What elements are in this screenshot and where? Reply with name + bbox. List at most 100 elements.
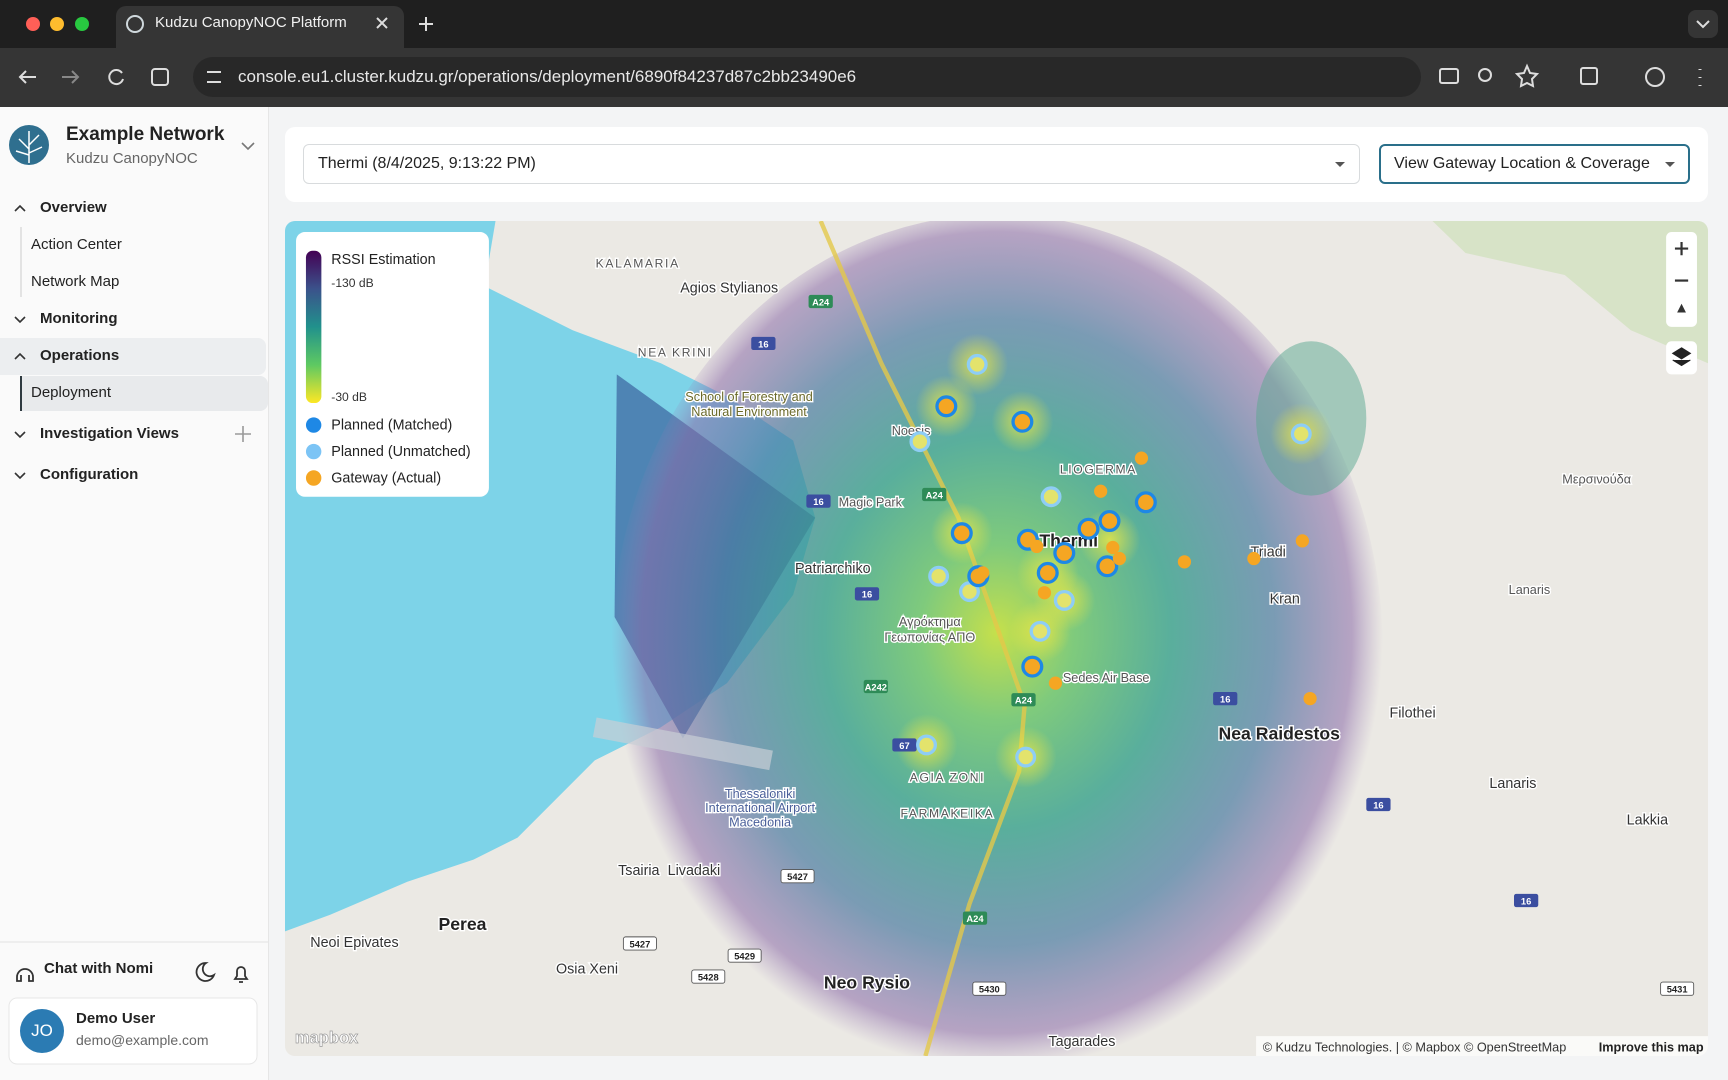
place-label: Γεωπονίας ΑΠΘ	[884, 630, 975, 644]
new-tab[interactable]	[419, 17, 433, 31]
url-field[interactable]	[193, 57, 1421, 97]
place-label: FARMAKEIKA	[900, 807, 994, 821]
planned-unmatched-marker[interactable]	[1290, 423, 1312, 445]
road-shield	[1514, 893, 1539, 908]
gateway-marker[interactable]	[1094, 484, 1108, 498]
legend-swatch	[305, 443, 322, 460]
legend-item: Planned (Unmatched)	[331, 444, 470, 460]
place-label: Patriarchiko	[795, 561, 871, 577]
place-label: International Airport	[705, 801, 815, 815]
planned-matched-marker[interactable]	[1098, 509, 1121, 533]
nav-investigation-views[interactable]: Investigation Views	[40, 425, 179, 442]
chat-button[interactable]: Chat with Nomi	[44, 960, 154, 977]
gateway-marker[interactable]	[1112, 551, 1127, 566]
nav-deployment[interactable]: Deployment	[31, 384, 112, 401]
gateway-marker[interactable]	[976, 566, 990, 580]
road-shield-label: A24	[1015, 696, 1033, 706]
chevron-monitoring[interactable]	[14, 316, 26, 324]
gateway-marker[interactable]	[1177, 555, 1192, 569]
install[interactable]	[1439, 68, 1459, 84]
close-window[interactable]	[26, 17, 40, 31]
gateway-marker[interactable]	[1303, 691, 1317, 706]
place-label: Lanaris	[1489, 776, 1536, 792]
planned-matched-marker[interactable]	[935, 395, 958, 418]
back[interactable]	[18, 70, 36, 84]
planned-unmatched-marker[interactable]	[916, 734, 937, 756]
road-shield	[1011, 693, 1036, 707]
bookmark[interactable]	[1514, 63, 1540, 88]
planned-matched-marker[interactable]	[1036, 561, 1059, 584]
nav-monitoring[interactable]: Monitoring	[40, 310, 118, 327]
gateway-marker[interactable]	[1030, 539, 1044, 554]
gateway-marker[interactable]	[1081, 522, 1096, 536]
road-shield-label: A24	[926, 490, 944, 500]
sidebar	[0, 107, 269, 1080]
zoom-window[interactable]	[75, 17, 89, 31]
place-label: NEA KRINI	[638, 346, 713, 360]
gateway-marker[interactable]	[1106, 540, 1120, 555]
theme-toggle[interactable]	[195, 962, 216, 982]
planned-matched-marker[interactable]	[1053, 541, 1076, 565]
zoom-in[interactable]	[1674, 241, 1689, 256]
view-select[interactable]	[1379, 144, 1690, 184]
add-view[interactable]	[235, 426, 251, 442]
nav-configuration[interactable]: Configuration	[40, 466, 139, 483]
planned-matched-marker[interactable]	[1011, 410, 1034, 433]
gateway-marker[interactable]	[1048, 676, 1063, 690]
road-shield-label: A24	[812, 297, 830, 307]
nav-overview[interactable]: Overview	[40, 199, 107, 216]
tab-menu[interactable]	[1688, 10, 1718, 38]
improve-map[interactable]: Improve this map	[1599, 1041, 1704, 1055]
tab-menu-chevron	[1696, 20, 1710, 29]
gateway-marker[interactable]	[1134, 451, 1149, 465]
planned-matched-marker[interactable]	[1096, 555, 1119, 578]
planned-matched-marker[interactable]	[1134, 491, 1157, 514]
place-label: Perea	[438, 914, 486, 934]
gateway-marker[interactable]	[1037, 586, 1052, 600]
map[interactable]: KALAMARIA Agios Stylianos NEA KRINI School …	[285, 221, 1708, 1056]
chevron-overview[interactable]	[14, 204, 26, 212]
extensions[interactable]	[1580, 67, 1598, 85]
road-shield-label: A24	[966, 914, 984, 924]
planned-unmatched-marker[interactable]	[1015, 746, 1037, 768]
nav-operations[interactable]: Operations	[40, 347, 120, 364]
chevron-operations[interactable]	[14, 352, 26, 360]
notifications[interactable]	[233, 966, 249, 983]
site-info[interactable]	[207, 71, 221, 83]
compass[interactable]	[1677, 303, 1686, 313]
place-label: Μερσινούδα	[1562, 473, 1631, 487]
chevron-configuration[interactable]	[14, 472, 26, 480]
planned-unmatched-marker[interactable]	[1053, 589, 1075, 611]
attribution: © Kudzu Technologies. | © Mapbox © OpenS…	[1263, 1041, 1567, 1055]
close-tab[interactable]	[376, 17, 388, 29]
sidebar-icons: JO	[0, 125, 268, 1065]
nav-action-center[interactable]: Action Center	[31, 236, 122, 253]
reload[interactable]	[108, 69, 124, 86]
user-card[interactable]	[8, 997, 258, 1065]
org-switch[interactable]	[241, 142, 255, 151]
planned-unmatched-marker[interactable]	[1029, 620, 1051, 642]
gateway-marker[interactable]	[1247, 551, 1261, 566]
chat-icon[interactable]	[16, 968, 34, 982]
planned-unmatched-marker[interactable]	[966, 353, 988, 375]
split-view[interactable]	[151, 68, 169, 86]
active-tab[interactable]	[116, 6, 404, 48]
planned-unmatched-marker[interactable]	[1040, 486, 1062, 508]
planned-unmatched-marker[interactable]	[928, 565, 950, 587]
profile[interactable]	[1645, 67, 1665, 87]
deployment-select[interactable]	[303, 144, 1360, 184]
planned-matched-marker[interactable]	[1021, 655, 1044, 678]
road-shield-label: 5427	[787, 872, 808, 882]
nav-network-map[interactable]: Network Map	[31, 273, 120, 290]
gateway-marker[interactable]	[1295, 534, 1309, 548]
planned-matched-marker[interactable]	[950, 522, 973, 545]
planned-unmatched-marker[interactable]	[909, 431, 931, 453]
forward[interactable]	[62, 70, 80, 84]
chevron-investigation[interactable]	[14, 431, 26, 439]
road-shield	[863, 679, 888, 694]
minimize-window[interactable]	[50, 17, 64, 31]
place-label: Tsairia	[618, 863, 659, 879]
zoom[interactable]	[1478, 68, 1492, 82]
